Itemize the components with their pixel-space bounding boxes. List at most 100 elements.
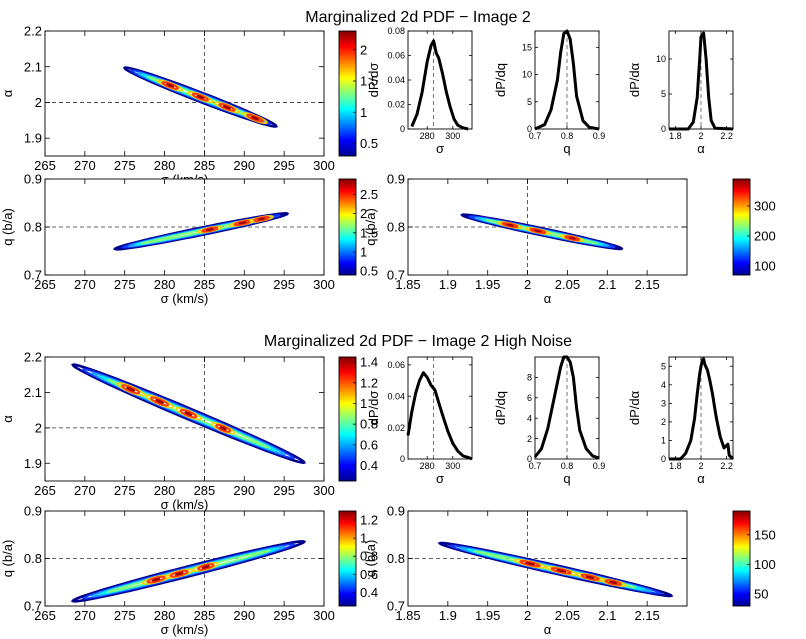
colorbar <box>338 510 357 607</box>
colorbar-tick-label: 2.5 <box>360 187 378 202</box>
colorbar-tick-label: 1.5 <box>360 225 378 240</box>
x-tick-label: 265 <box>34 608 56 623</box>
y-tick-label: 5 <box>661 361 666 371</box>
x-tick-label: 0.7 <box>529 461 542 471</box>
y-tick-label: 6 <box>527 393 532 403</box>
contour-peak-mid <box>201 226 219 233</box>
contour-peak-core <box>219 426 227 431</box>
contour-peak-mid <box>246 113 264 123</box>
contour-peak-outer <box>575 572 605 582</box>
y-tick-label: 0 <box>527 454 532 464</box>
contour-peak-core <box>126 386 135 392</box>
colorbar-tick-label: 1.2 <box>360 513 378 528</box>
x-tick-label: 1.9 <box>439 608 457 623</box>
x-tick-label: 1.85 <box>395 608 420 623</box>
y-tick-label: 0.7 <box>24 268 42 283</box>
y-tick-label: 0.9 <box>24 504 42 519</box>
x-tick-label: 2.1 <box>598 608 616 623</box>
contour-peak-core <box>238 221 247 225</box>
colorbar-tick-label: 1.2 <box>360 375 378 390</box>
x-tick-label: 2.15 <box>634 277 659 292</box>
x-tick-label: 280 <box>154 483 176 498</box>
y-tick-label: 0.04 <box>387 75 405 85</box>
pdf-series-line <box>406 371 473 461</box>
x-tick-label: 2 <box>524 608 531 623</box>
x-tick-label: 0.8 <box>561 461 574 471</box>
panel-2-6: 1.85 1.9 1.95 2 2.05 2.1 2.15 0.7 0.8 0.9 α q (b/a)… <box>363 504 776 637</box>
panel-1-3: 0.7 0.8 0.9 0 5 10 15 q dP/dq <box>493 29 606 156</box>
y-tick-label: 2 <box>35 420 42 435</box>
contour-peak-mid <box>519 560 541 568</box>
section-title-1: Marginalized 2d PDF − Image 2 <box>305 9 531 26</box>
x-tick-label: 285 <box>194 483 216 498</box>
contour-plot-area <box>45 511 324 606</box>
contour-lines <box>45 511 324 606</box>
panel-2-4: 1.8 2 2.2 0 1 2 3 4 5 α dP/dα <box>627 356 735 486</box>
contour-peak-mid <box>501 221 519 229</box>
y-tick-label: 1.9 <box>24 131 42 146</box>
x-tick-label: 2.1 <box>598 277 616 292</box>
y-tick-label: 0.8 <box>24 551 42 566</box>
x-axis-label: α <box>697 471 705 486</box>
x-tick-label: 285 <box>194 277 216 292</box>
contour-peak-mid <box>150 396 169 407</box>
x-tick-label: 295 <box>273 608 295 623</box>
panel-2-5: 265 270 275 280 285 290 295 300 0.7 0.8 0.9 σ (km/s… <box>0 504 378 637</box>
y-axis-label: dP/dσ <box>366 391 381 426</box>
colorbar <box>338 356 357 482</box>
y-axis-label: dP/dα <box>627 390 642 425</box>
contour-peak-mid <box>233 219 252 226</box>
colorbar <box>732 510 751 607</box>
panel-1-2: 280 300 0 0.02 0.04 0.06 0.08 σ dP/dσ <box>366 26 473 156</box>
y-tick-label: 2.1 <box>24 385 42 400</box>
x-tick-label: 275 <box>114 608 136 623</box>
contour-peak-outer <box>157 79 184 92</box>
x-tick-label: 1.95 <box>475 277 500 292</box>
contour-peak-core <box>525 561 535 566</box>
y-axis-label: q (b/a) <box>0 540 15 578</box>
y-tick-label: 0.9 <box>24 172 42 187</box>
x-tick-label: 2 <box>698 131 703 141</box>
x-tick-label: 2 <box>698 461 703 471</box>
x-axis-label: σ <box>436 471 444 486</box>
x-tick-label: 300 <box>445 131 460 141</box>
x-tick-label: 2 <box>524 277 531 292</box>
colorbar <box>732 178 751 276</box>
contour-peak-outer <box>211 422 236 435</box>
x-tick-label: 0.9 <box>593 131 606 141</box>
y-tick-label: 0 <box>661 124 666 134</box>
x-tick-label: 290 <box>233 483 255 498</box>
contour-peak-outer <box>175 406 202 421</box>
y-tick-label: 0.8 <box>387 551 405 566</box>
x-axis-label: σ <box>436 141 444 156</box>
pdf-series-line <box>669 357 735 461</box>
contour-peak-core <box>257 217 266 221</box>
x-tick-label: 2.05 <box>555 277 580 292</box>
colorbar-tick-label: 200 <box>754 229 776 244</box>
y-tick-label: 0 <box>527 124 532 134</box>
contour-lines <box>45 357 324 481</box>
y-tick-label: 0.02 <box>387 100 405 110</box>
contour-peak-core <box>556 569 566 573</box>
y-tick-label: 4 <box>527 413 532 423</box>
contour-level-1 <box>70 540 307 603</box>
y-tick-label: 0.9 <box>387 504 405 519</box>
x-axis-label: α <box>697 141 705 156</box>
pdf-series-line <box>669 31 734 131</box>
y-tick-label: 0.8 <box>387 220 405 235</box>
y-tick-label: 2.2 <box>24 350 42 365</box>
y-tick-label: 0.06 <box>387 51 405 61</box>
x-tick-label: 270 <box>74 483 96 498</box>
contour-peak-core <box>155 399 164 404</box>
x-tick-label: 290 <box>233 277 255 292</box>
x-tick-label: 1.85 <box>395 277 420 292</box>
contour-peak-mid <box>215 423 232 433</box>
y-tick-label: 0.7 <box>387 599 405 614</box>
colorbar-tick-label: 50 <box>754 587 768 602</box>
y-tick-label: 10 <box>522 70 532 80</box>
y-axis-label: q (b/a) <box>0 208 15 246</box>
x-tick-label: 290 <box>233 608 255 623</box>
x-tick-label: 300 <box>313 483 335 498</box>
